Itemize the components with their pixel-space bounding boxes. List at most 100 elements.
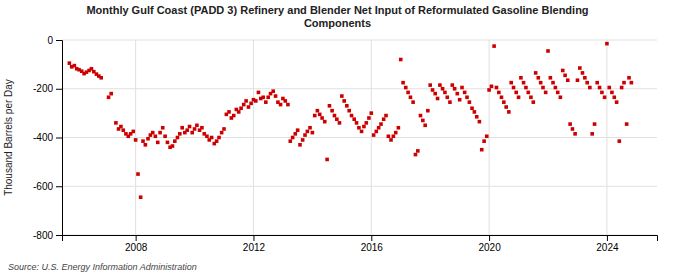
- point: [607, 86, 611, 90]
- point: [254, 99, 258, 103]
- point: [257, 91, 261, 95]
- point: [416, 149, 420, 153]
- point: [205, 134, 209, 138]
- point: [249, 102, 253, 106]
- x-tick: 2020: [478, 235, 501, 253]
- point: [340, 94, 344, 98]
- point: [578, 66, 582, 70]
- point: [347, 109, 351, 113]
- point: [342, 99, 346, 103]
- point: [279, 103, 283, 107]
- point: [355, 121, 359, 125]
- point: [436, 97, 440, 101]
- point: [163, 134, 167, 138]
- point: [595, 81, 599, 85]
- point: [330, 109, 334, 113]
- title-line: Monthly Gulf Coast (PADD 3) Refinery and…: [86, 4, 588, 16]
- point: [625, 122, 629, 126]
- point: [389, 138, 393, 142]
- point: [428, 83, 432, 87]
- point: [526, 91, 530, 95]
- plot: 200820122016202020240-200-400-600-800Tho…: [3, 35, 658, 253]
- point: [200, 126, 204, 130]
- point: [460, 86, 464, 90]
- point: [283, 99, 287, 103]
- point: [473, 110, 477, 114]
- point: [406, 91, 410, 95]
- point: [588, 86, 592, 90]
- point: [571, 127, 575, 131]
- point: [119, 125, 123, 129]
- y-tick-mark: [56, 235, 62, 236]
- point: [512, 86, 516, 90]
- point: [566, 78, 570, 82]
- point: [600, 91, 604, 95]
- point: [568, 122, 572, 126]
- point: [244, 99, 248, 103]
- point: [431, 88, 435, 92]
- y-axis: 0 -200 -400 -600 -800: [33, 35, 63, 241]
- point: [323, 120, 327, 124]
- point: [185, 128, 189, 132]
- point: [306, 130, 310, 134]
- point: [360, 130, 364, 134]
- point: [215, 139, 219, 143]
- point: [139, 195, 143, 199]
- point: [114, 121, 118, 125]
- point: [193, 127, 197, 131]
- point: [573, 132, 577, 136]
- points: [68, 42, 634, 199]
- point: [612, 95, 616, 99]
- point: [541, 86, 545, 90]
- y-tick-label: 0: [47, 35, 53, 46]
- point: [73, 64, 77, 68]
- point: [222, 127, 226, 131]
- point: [465, 95, 469, 99]
- y-tick: -800: [33, 230, 62, 241]
- y-tick: -400: [33, 132, 62, 143]
- point: [426, 109, 430, 113]
- point: [448, 100, 452, 104]
- x-tick-label: 2020: [478, 242, 501, 253]
- point: [154, 134, 158, 138]
- point: [495, 86, 499, 90]
- point: [627, 76, 631, 80]
- y-tick-mark: [56, 186, 62, 187]
- title-line: Components: [304, 17, 371, 29]
- point: [362, 125, 366, 129]
- point: [468, 100, 472, 104]
- point: [603, 95, 607, 99]
- point: [397, 126, 401, 130]
- point: [146, 137, 150, 141]
- point: [480, 148, 484, 152]
- point: [478, 120, 482, 124]
- point: [377, 126, 381, 130]
- y-tick-label: -200: [33, 83, 53, 94]
- point: [166, 141, 170, 145]
- point: [531, 100, 535, 104]
- y-tick-label: -600: [33, 181, 53, 192]
- x-tick: 2016: [361, 235, 384, 253]
- point: [630, 81, 634, 85]
- point: [490, 85, 494, 89]
- point: [605, 42, 609, 46]
- point: [529, 95, 533, 99]
- point: [455, 92, 459, 96]
- point: [419, 114, 423, 118]
- grid: [62, 40, 657, 235]
- point: [475, 115, 479, 119]
- point: [141, 139, 145, 143]
- point: [237, 110, 241, 114]
- point: [345, 104, 349, 108]
- y-tick: 0: [47, 35, 62, 46]
- point: [364, 121, 368, 125]
- point: [325, 158, 329, 162]
- point: [544, 91, 548, 95]
- point: [227, 110, 231, 114]
- point: [598, 86, 602, 90]
- point: [536, 76, 540, 80]
- point: [394, 131, 398, 135]
- x-axis-line: [63, 236, 658, 242]
- x-tick: 2012: [243, 235, 266, 253]
- point: [563, 74, 567, 78]
